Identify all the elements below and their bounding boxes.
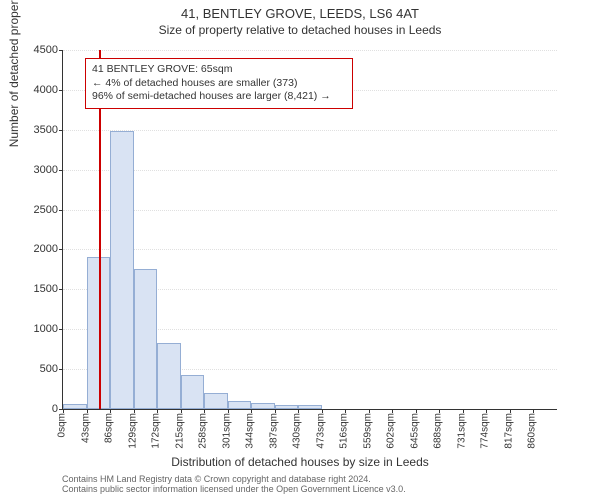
footer-line-2: Contains public sector information licen…: [62, 484, 406, 494]
histogram-bar: [181, 375, 205, 409]
histogram-bar: [110, 131, 134, 409]
xtick-label: 430sqm: [292, 413, 303, 449]
xtick-label: 258sqm: [198, 413, 209, 449]
xtick-label: 387sqm: [268, 413, 279, 449]
chart-title-2: Size of property relative to detached ho…: [0, 21, 600, 37]
histogram-bar: [251, 403, 275, 409]
xtick-label: 645sqm: [409, 413, 420, 449]
footer: Contains HM Land Registry data © Crown c…: [62, 474, 406, 495]
xtick-label: 129sqm: [127, 413, 138, 449]
chart-title-1: 41, BENTLEY GROVE, LEEDS, LS6 4AT: [0, 0, 600, 21]
gridline: [63, 249, 557, 250]
xtick-label: 559sqm: [362, 413, 373, 449]
xtick-label: 301sqm: [221, 413, 232, 449]
xtick-label: 731sqm: [456, 413, 467, 449]
xtick-label: 602sqm: [386, 413, 397, 449]
ytick-label: 1500: [18, 283, 58, 295]
ytick-label: 3500: [18, 124, 58, 136]
xtick-label: 774sqm: [480, 413, 491, 449]
ytick-mark: [59, 130, 63, 131]
xtick-label: 473sqm: [315, 413, 326, 449]
ytick-label: 1000: [18, 323, 58, 335]
ytick-label: 0: [18, 403, 58, 415]
xtick-label: 86sqm: [104, 413, 115, 443]
histogram-bar: [275, 405, 299, 409]
histogram-bar: [298, 405, 322, 409]
xtick-label: 344sqm: [245, 413, 256, 449]
gridline: [63, 50, 557, 51]
ytick-label: 4000: [18, 84, 58, 96]
xtick-label: 215sqm: [174, 413, 185, 449]
ytick-mark: [59, 90, 63, 91]
xtick-label: 516sqm: [339, 413, 350, 449]
chart-container: { "title_line1": "41, BENTLEY GROVE, LEE…: [0, 0, 600, 500]
ytick-label: 4500: [18, 44, 58, 56]
gridline: [63, 130, 557, 131]
ytick-mark: [59, 289, 63, 290]
ytick-mark: [59, 249, 63, 250]
ytick-mark: [59, 210, 63, 211]
ytick-label: 2500: [18, 204, 58, 216]
ytick-mark: [59, 369, 63, 370]
ytick-label: 500: [18, 363, 58, 375]
xtick-label: 860sqm: [527, 413, 538, 449]
xtick-label: 43sqm: [80, 413, 91, 443]
annotation-line-1: 41 BENTLEY GROVE: 65sqm: [92, 63, 346, 77]
histogram-bar: [134, 269, 158, 409]
xtick-label: 688sqm: [433, 413, 444, 449]
gridline: [63, 210, 557, 211]
annotation-line-2: ← 4% of detached houses are smaller (373…: [92, 77, 346, 91]
gridline: [63, 170, 557, 171]
x-axis-label: Distribution of detached houses by size …: [0, 455, 600, 469]
histogram-bar: [228, 401, 252, 409]
plot-area: 41 BENTLEY GROVE: 65sqm ← 4% of detached…: [62, 50, 557, 410]
ytick-mark: [59, 329, 63, 330]
xtick-label: 0sqm: [57, 413, 68, 437]
histogram-bar: [157, 343, 181, 409]
xtick-label: 172sqm: [151, 413, 162, 449]
ytick-mark: [59, 50, 63, 51]
ytick-label: 3000: [18, 164, 58, 176]
histogram-bar: [63, 404, 87, 409]
footer-line-1: Contains HM Land Registry data © Crown c…: [62, 474, 406, 484]
annotation-line-3: 96% of semi-detached houses are larger (…: [92, 90, 346, 104]
annotation-box: 41 BENTLEY GROVE: 65sqm ← 4% of detached…: [85, 58, 353, 109]
xtick-label: 817sqm: [503, 413, 514, 449]
histogram-bar: [204, 393, 228, 409]
ytick-label: 2000: [18, 243, 58, 255]
ytick-mark: [59, 170, 63, 171]
